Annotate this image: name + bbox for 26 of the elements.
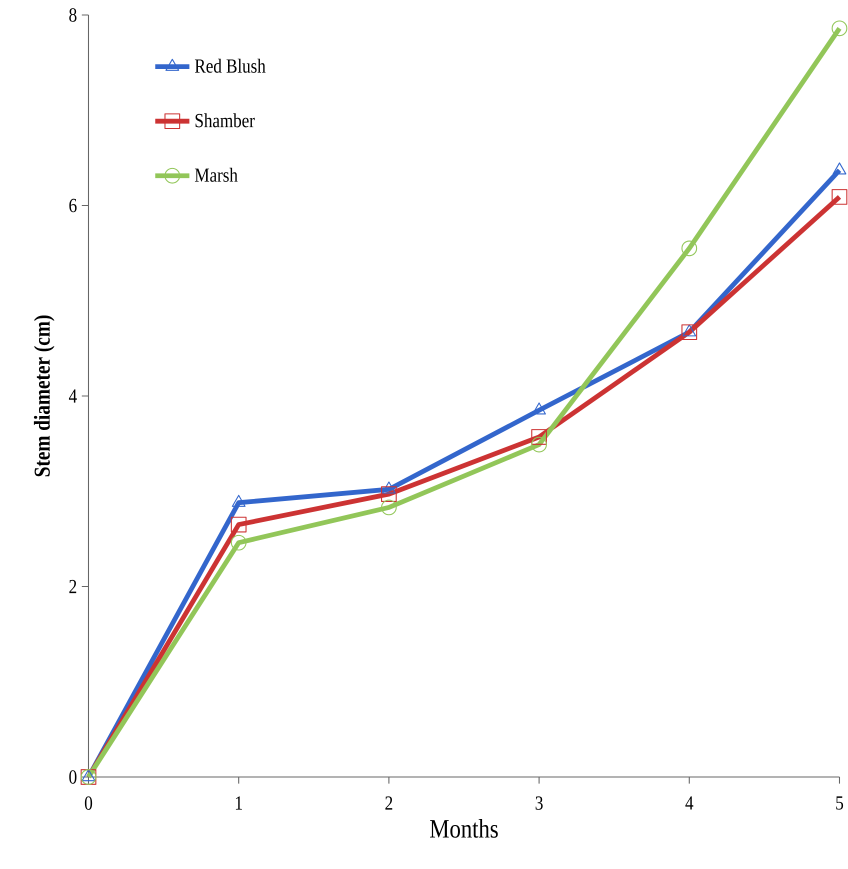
x-tick-label: 4 xyxy=(685,796,694,810)
point xyxy=(530,436,547,452)
point xyxy=(681,240,697,256)
x-tick-label: 3 xyxy=(535,796,542,810)
legend-label: Shamber xyxy=(195,113,255,128)
point xyxy=(530,429,547,445)
point xyxy=(380,500,397,516)
legend-label: Red Blush xyxy=(194,58,266,73)
x-tick-label: 5 xyxy=(836,796,843,810)
point xyxy=(230,534,246,551)
x-axis-title: Months xyxy=(430,819,498,838)
point xyxy=(380,486,397,502)
y-tick-label: 4 xyxy=(68,389,77,403)
legend-label: Marsh xyxy=(194,168,238,182)
point xyxy=(230,516,246,532)
y-tick-label: 2 xyxy=(69,580,76,594)
x-tick-label: 1 xyxy=(236,796,242,810)
y-axis-title: Stem diameter (cm) xyxy=(34,316,54,476)
point xyxy=(831,189,848,205)
y-tick-label: 0 xyxy=(69,770,76,784)
x-tick-label: 2 xyxy=(385,796,392,810)
point xyxy=(831,20,848,36)
y-tick-label: 6 xyxy=(69,198,76,212)
point xyxy=(681,324,697,340)
y-tick-label: 8 xyxy=(69,8,76,22)
x-tick-label: 0 xyxy=(84,796,92,810)
